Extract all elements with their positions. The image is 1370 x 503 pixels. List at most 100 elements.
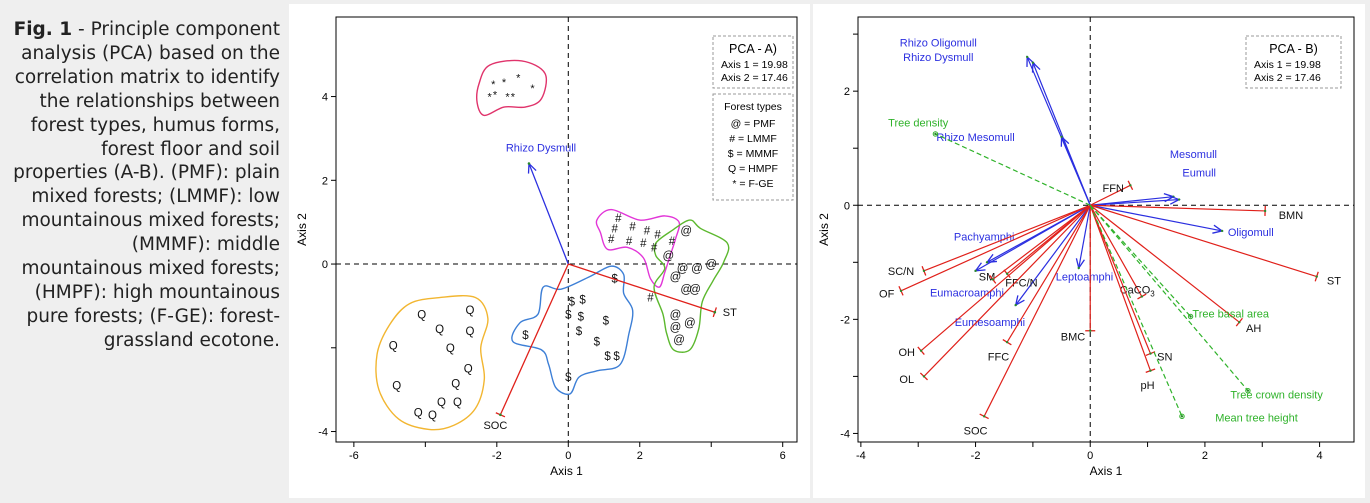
vector-label: Mesomull [1170,149,1217,161]
point-mmmf: $ [613,351,620,363]
point-hmpf: Q [417,309,426,321]
point-hmpf: Q [466,305,475,317]
legend-entry: $ = MMMF [728,148,778,160]
vector-tip-dot [920,350,922,352]
vector-label: Mean tree height [1215,412,1298,424]
vector-tip-dot [1129,184,1131,186]
vector-tip-dot [1014,304,1016,306]
point-f-ge: * [516,73,521,85]
point-pmf: @ [670,322,682,334]
vector-label: pH [1141,380,1155,392]
vector-label: SOC [964,426,988,438]
vector-label: ST [1327,276,1341,288]
point-hmpf: Q [453,397,462,409]
point-mmmf: $ [578,311,585,323]
vector-line [500,264,568,415]
point-lmmf: # [669,236,676,248]
vector-label: Tree basal area [1192,309,1270,321]
point-hmpf: Q [389,341,398,353]
vector-tip-dot [983,415,985,417]
x-tick-label: -2 [971,450,981,462]
y-tick-label: -2 [840,314,850,326]
vector-label: Rhizo Oligomull [900,38,977,50]
axis1-variance: Axis 1 = 19.98 [1254,59,1321,71]
vector-label: ST [723,307,737,319]
vector-tip-dot [1006,341,1008,343]
vector-line [1090,205,1182,416]
vector-line [529,164,568,264]
vector-tip-dot [974,270,976,272]
vector-label: Tree density [888,118,949,130]
x-axis-label: Axis 1 [550,464,583,478]
vector-label: Rhizo Dysmull [506,143,576,155]
pca-title: PCA - B) [1269,42,1318,56]
vector-line [1062,137,1091,205]
vector-tip-dot [1238,321,1240,323]
vector-label: OL [899,374,914,386]
vector-label: OF [879,289,895,301]
point-hmpf: Q [414,408,423,420]
vector-tip-dot [900,290,902,292]
vector-tip-dot [714,311,717,314]
legend-entry: # = LMMF [729,133,777,145]
vector-tip-dot [1149,369,1151,371]
legend-title: Forest types [724,101,782,113]
vector-label: Rhizo Mesomull [936,132,1014,144]
point-pmf: @ [684,318,696,330]
point-mmmf: $ [594,337,601,349]
vector-tip-dot [1032,61,1034,63]
vector-label: SOC [483,420,507,432]
y-tick-label: 4 [322,92,328,104]
y-tick-label: 0 [322,259,328,271]
x-tick-label: 6 [780,450,786,462]
vector-label: AH [1246,323,1261,335]
caption-label: Fig. 1 [14,19,73,40]
x-tick-label: 2 [1202,450,1208,462]
point-pmf: @ [691,263,703,275]
vector-arrowhead [976,263,986,271]
point-mmmf: $ [604,351,611,363]
legend-entry: @ = PMF [731,118,776,130]
vector-tip-dot [1264,210,1266,212]
axis2-variance: Axis 2 = 17.46 [1254,72,1321,84]
point-pmf: @ [680,226,692,238]
figure-caption: Fig. 1 - Principle component analysis (P… [6,18,280,353]
point-hmpf: Q [464,364,473,376]
vector-tip-dot [1026,56,1028,58]
y-tick-label: -4 [840,428,850,440]
vector-line [935,134,1090,205]
point-f-ge: * [502,77,507,89]
y-tick-label: -4 [318,427,328,439]
point-lmmf: # [640,238,647,250]
vector-label: Rhizo Dysmull [903,52,973,64]
hull-f-ge [477,60,547,115]
point-lmmf: # [629,221,636,233]
vector-label: BMC [1061,331,1086,343]
legend-entry: Q = HMPF [728,163,778,175]
vector-tip-dot [528,162,531,165]
point-pmf: @ [663,251,675,263]
point-hmpf: Q [437,397,446,409]
x-tick-label: 0 [565,450,571,462]
point-mmmf: $ [603,316,610,328]
vector-label: Tree crown density [1230,390,1323,402]
vector-tip-dot [1181,415,1183,417]
point-lmmf: # [647,293,654,305]
point-pmf: @ [705,259,717,271]
axis1-variance: Axis 1 = 19.98 [721,59,788,71]
point-f-ge: * [493,89,498,101]
vector-label: Eumesoamphi [955,317,1025,329]
vector-label: BMN [1279,210,1304,222]
point-mmmf: $ [576,326,583,338]
vector-tip-dot [923,270,925,272]
vector-tip-dot [1006,273,1008,275]
point-mmmf: $ [565,309,572,321]
y-tick-label: 2 [844,86,850,98]
point-f-ge: * [511,92,516,104]
point-f-ge: * [488,92,493,104]
vector-tip-dot [1078,267,1080,269]
x-tick-label: -6 [349,450,359,462]
